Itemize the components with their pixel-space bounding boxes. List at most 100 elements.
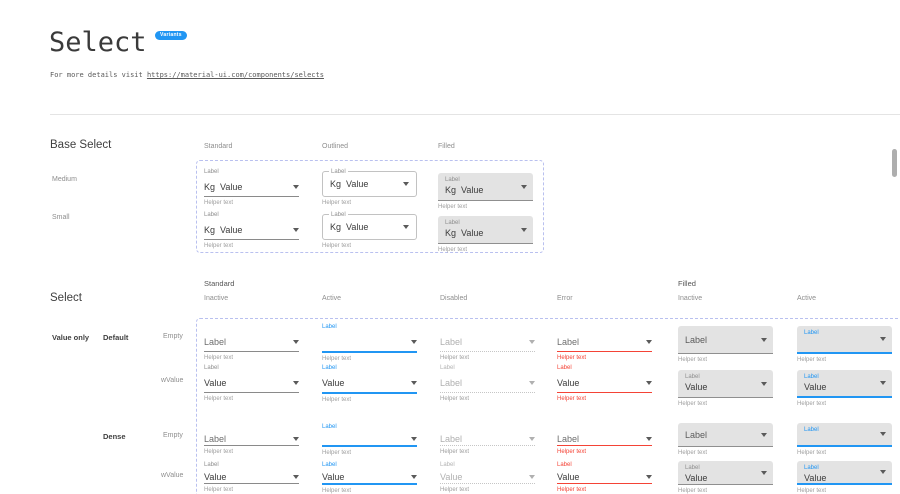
select-filled-inactive-dense-empty: Label Helper text [678,423,773,456]
select-standard-error-default-wvalue: Label Value Helper text [557,364,652,402]
select-control[interactable]: Value [557,470,652,484]
select-control[interactable]: Kg Value [204,220,299,240]
select-notched-label: Label [329,168,348,176]
select-value: Value [440,471,463,482]
select-standard-disabled-dense-wvalue: Label Value Helper text [440,461,535,493]
base-select-heading: Base Select [50,139,112,151]
select-value: Value [685,473,708,483]
base-select-standard-medium: Label Kg Value Helper text [204,168,299,206]
select-filled-inactive-default-empty: Label Helper text [678,326,773,363]
select-helper-text: Helper text [797,450,827,456]
chevron-down-icon [880,337,886,341]
select-control[interactable]: Label [678,326,773,354]
select-floating-label: Label [557,365,572,371]
col-header-standard: Standard [204,143,233,150]
group-header-standard: Standard [204,279,235,288]
chevron-down-icon [293,184,299,189]
select-control[interactable]: Label Kg Value [438,173,533,201]
select-helper-text: Helper text [204,200,234,206]
select-helper-text: Helper text [438,204,468,210]
select-value: Label [557,336,580,347]
select-control[interactable]: Label [797,326,892,354]
chevron-down-icon [293,339,299,344]
select-value: Kg Value [330,222,369,232]
chevron-down-icon [293,474,299,479]
select-helper-text: Helper text [797,401,827,407]
select-control[interactable]: Label [678,423,773,447]
select-value: Kg Value [445,228,484,238]
select-floating-label [204,323,299,332]
select-floating-label: Label [804,330,819,336]
base-select-group-outline [196,160,544,253]
chevron-down-icon [529,339,535,344]
select-control[interactable]: Label [204,432,299,446]
select-control[interactable]: Label [797,423,892,447]
select-standard-inactive-dense-wvalue: Label Value Helper text [204,461,299,493]
select-control[interactable]: Kg Value [204,177,299,197]
select-value: Value [685,382,708,392]
chevron-down-icon [403,225,409,229]
select-control[interactable]: Label [440,373,535,393]
select-standard-active-dense-wvalue: Label Value Helper text [322,461,417,494]
chevron-down-icon [411,380,417,385]
select-control[interactable]: Value [322,470,417,485]
row-group-dense: Dense [103,432,126,441]
select-filled-active-default-empty: Label Helper text [797,326,892,363]
select-control[interactable]: Label Value [678,461,773,485]
select-control[interactable]: Label Value [678,370,773,398]
select-helper-text: Helper text [204,243,234,249]
select-standard-active-default-empty: Label Helper text [322,323,417,362]
select-value: Label [204,433,227,444]
select-floating-label: Label [322,324,337,330]
state-header-standard-error: Error [557,295,573,302]
select-helper-text: Helper text [797,357,827,363]
select-helper-text: Helper text [557,449,587,455]
state-header-standard-active: Active [322,295,342,302]
select-control[interactable]: Label Kg Value [438,216,533,244]
select-value: Kg Value [330,179,369,189]
select-control[interactable]: Label [440,332,535,352]
select-control[interactable] [322,432,417,447]
select-control[interactable]: Value [557,373,652,393]
col-header-filled: Filled [438,143,455,150]
select-control[interactable]: Label [440,432,535,446]
select-standard-active-default-wvalue: Label Value Helper text [322,364,417,403]
select-helper-text: Helper text [204,449,234,455]
select-helper-text: Helper text [797,488,827,494]
select-floating-label [557,323,652,332]
select-helper-text: Helper text [322,356,352,362]
subtitle: For more details visit https://material-… [50,71,324,79]
vertical-scrollbar-thumb[interactable] [892,149,897,177]
select-control[interactable]: Label [204,332,299,352]
select-value: Value [557,471,580,482]
select-control[interactable]: Value [322,373,417,394]
select-control[interactable]: Label Kg Value [322,168,417,197]
chevron-down-icon [521,227,527,232]
select-floating-label: Label [445,220,460,226]
select-helper-text: Helper text [440,355,470,361]
select-value: Label [685,334,708,345]
select-control[interactable] [322,332,417,353]
select-control[interactable]: Label Value [797,461,892,485]
select-floating-label: Label [204,462,219,468]
row-dense-empty: Empty [163,432,183,439]
row-dense-wvalue: wValue [161,472,184,479]
select-value: Value [204,471,227,482]
select-control[interactable]: Label [557,432,652,446]
select-control[interactable]: Label Value [797,370,892,398]
select-floating-label: Label [685,374,700,380]
select-standard-inactive-dense-empty: Label Helper text [204,423,299,455]
select-control[interactable]: Label [557,332,652,352]
select-helper-text: Helper text [557,355,587,361]
select-helper-text: Helper text [557,396,587,402]
select-control[interactable]: Label Kg Value [322,211,417,240]
select-helper-text: Helper text [322,397,352,403]
group-header-filled: Filled [678,279,696,288]
select-control[interactable]: Value [204,373,299,393]
docs-link[interactable]: https://material-ui.com/components/selec… [146,71,324,79]
select-control[interactable]: Value [204,470,299,484]
col-header-outlined: Outlined [322,143,349,150]
select-control[interactable]: Value [440,470,535,484]
select-floating-label: Label [804,465,819,471]
